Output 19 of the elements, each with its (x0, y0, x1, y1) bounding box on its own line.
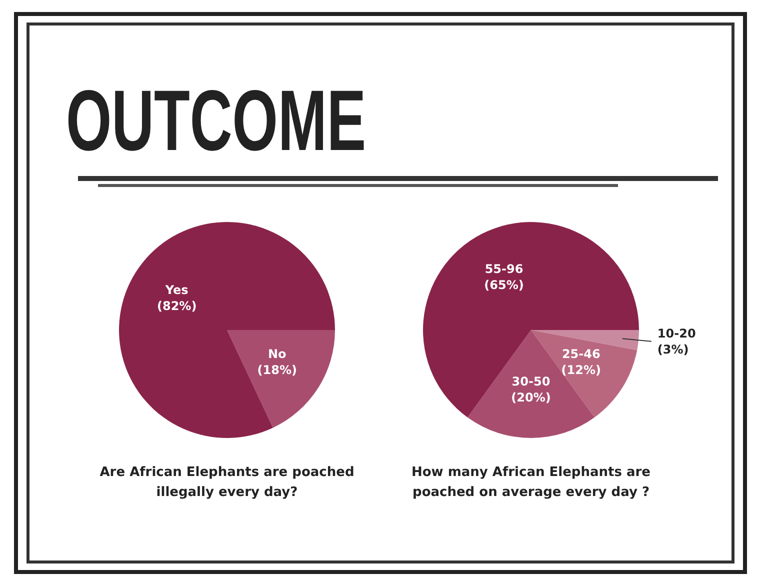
slice-label: 30-50 (512, 374, 550, 388)
slice-label: 55-96 (484, 262, 524, 276)
data-label: (82%) (156, 299, 197, 314)
pie-slice (531, 330, 639, 350)
pie-slice (227, 330, 335, 428)
slice-label: 10-20 (657, 326, 696, 340)
text: How many African Elephants are poached on average every day ? (412, 465, 651, 500)
data-label: (20%) (511, 390, 551, 404)
data-label: (65%) (484, 278, 524, 292)
pie-slice (423, 222, 639, 418)
text: OUTCOME (66, 73, 506, 169)
slice-label: 25-46 (562, 346, 600, 361)
data-label: (18%) (257, 362, 298, 377)
data-label: (3%) (657, 342, 689, 356)
pie-slice (119, 222, 335, 438)
slice-label: No (268, 346, 286, 361)
text: Are African Elephants are poached illegally every day? (100, 465, 354, 500)
slice-label: Yes (164, 283, 188, 298)
data-label: (12%) (561, 362, 602, 377)
